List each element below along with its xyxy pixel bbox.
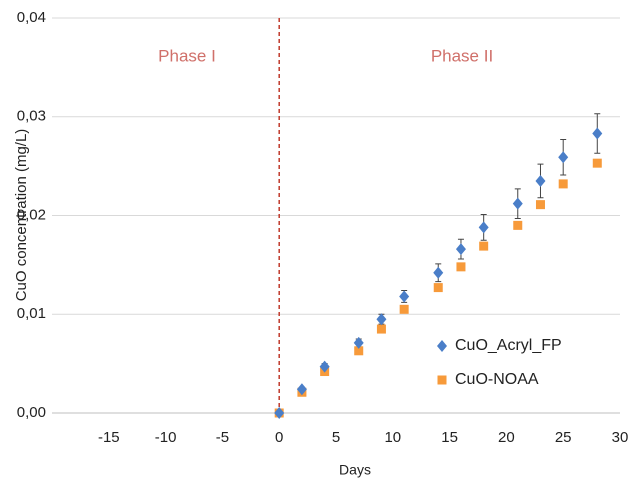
- legend-label: CuO_Acryl_FP: [455, 337, 562, 354]
- y-tick-label: 0,04: [17, 9, 46, 26]
- point: [433, 266, 444, 279]
- y-tick-label: 0,03: [17, 108, 46, 125]
- point: [512, 197, 523, 210]
- point: [456, 262, 466, 272]
- point: [296, 383, 307, 396]
- point: [399, 290, 410, 303]
- point: [535, 200, 545, 210]
- point: [513, 220, 523, 230]
- y-tick-label: 0,01: [17, 305, 46, 322]
- point: [353, 336, 364, 349]
- point: [478, 221, 489, 234]
- legend-marker: [437, 340, 447, 352]
- x-tick-label: 10: [384, 429, 401, 446]
- x-tick-label: 5: [332, 429, 340, 446]
- point: [354, 346, 364, 356]
- point: [274, 407, 285, 419]
- x-tick-label: -15: [98, 429, 120, 446]
- phase-label: Phase I: [158, 46, 216, 65]
- point: [376, 324, 386, 334]
- point: [433, 283, 443, 293]
- x-tick-label: 30: [612, 429, 629, 446]
- point: [592, 158, 602, 168]
- x-tick-label: -10: [155, 429, 177, 446]
- point: [455, 243, 466, 256]
- point: [558, 151, 569, 164]
- y-tick-label: 0,02: [17, 206, 46, 223]
- x-tick-label: 25: [555, 429, 572, 446]
- legend-label: CuO-NOAA: [455, 371, 539, 388]
- point: [558, 179, 568, 189]
- point: [535, 174, 546, 187]
- x-tick-label: 15: [441, 429, 458, 446]
- x-tick-label: 0: [275, 429, 283, 446]
- point: [479, 241, 489, 251]
- point: [319, 360, 330, 373]
- point: [399, 304, 409, 314]
- y-tick-label: 0,00: [17, 404, 46, 421]
- point: [592, 127, 603, 140]
- y-axis-label: CuO concentration (mg/L): [13, 129, 30, 302]
- x-tick-label: -5: [216, 429, 229, 446]
- legend-marker: [437, 375, 447, 385]
- point: [376, 313, 387, 326]
- x-tick-label: 20: [498, 429, 515, 446]
- x-axis-label: Days: [339, 462, 371, 478]
- phase-label: Phase II: [431, 46, 493, 65]
